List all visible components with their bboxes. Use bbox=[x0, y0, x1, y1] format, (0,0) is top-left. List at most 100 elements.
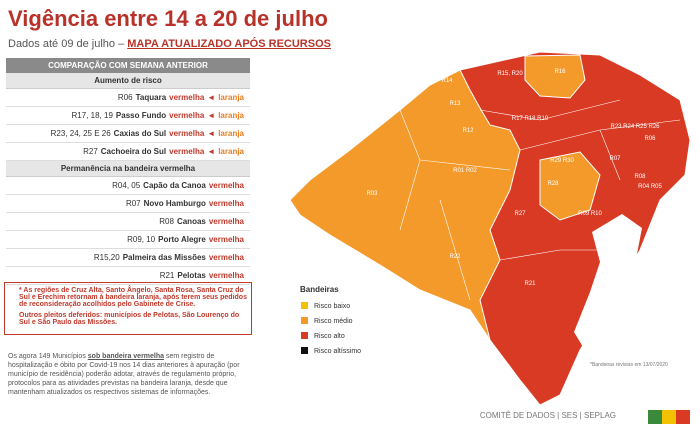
table-row: R07 Novo Hamburgo vermelha bbox=[6, 195, 250, 213]
update-link[interactable]: MAPA ATUALIZADO APÓS RECURSOS bbox=[127, 38, 331, 50]
legend-label: Risco baixo bbox=[314, 303, 350, 310]
paragraph: Os agora 149 Municípios sob bandeira ver… bbox=[8, 352, 253, 397]
cell: laranja bbox=[218, 147, 244, 156]
region-label: R29 R30 bbox=[550, 158, 574, 164]
cell: laranja bbox=[218, 129, 244, 138]
table-row: R17, 18, 19 Passo Fundo vermelha ◄ laranja bbox=[6, 107, 250, 125]
footer: COMITÊ DE DADOS | SES | SEPLAG bbox=[479, 411, 616, 420]
cell: vermelha bbox=[169, 147, 205, 156]
note-line: * As regiões de Cruz Alta, Santo Ângelo,… bbox=[19, 287, 247, 308]
cell: vermelha bbox=[208, 181, 244, 190]
text-underlined: sob bandeira vermelha bbox=[87, 353, 165, 360]
title: Vigência entre 14 a 20 de julho bbox=[8, 6, 328, 31]
region-label: R01 R02 bbox=[453, 168, 477, 174]
table-row: R04, 05 Capão da Canoa vermelha bbox=[6, 177, 250, 195]
region-label: R08 bbox=[634, 174, 646, 180]
section-title: Permanência na bandeira vermelha bbox=[6, 161, 250, 177]
cell: Canoas bbox=[176, 217, 206, 226]
cell: vermelha bbox=[208, 253, 244, 262]
cell: R23, 24, 25 E 26 bbox=[50, 129, 111, 138]
legend-label: Risco alto bbox=[314, 333, 345, 340]
region-label: R21 bbox=[524, 281, 536, 287]
cell: ◄ bbox=[207, 147, 216, 156]
cell: R17, 18, 19 bbox=[71, 111, 113, 120]
cell: Taquara bbox=[135, 93, 167, 102]
table-row: R06 Taquara vermelha ◄ laranja bbox=[6, 89, 250, 107]
cell: Passo Fundo bbox=[115, 111, 167, 120]
region-label: R14 bbox=[441, 78, 453, 84]
cell: R04, 05 bbox=[112, 181, 141, 190]
cell: Palmeira das Missões bbox=[122, 253, 206, 262]
cell: R27 bbox=[83, 147, 98, 156]
cell: R08 bbox=[159, 217, 174, 226]
legend-swatch bbox=[301, 332, 308, 339]
region-label: R27 bbox=[514, 211, 526, 217]
cell: R15,20 bbox=[93, 253, 120, 262]
cell: ◄ bbox=[207, 129, 216, 138]
region-label: R06 bbox=[644, 136, 656, 142]
cell: Pelotas bbox=[177, 271, 206, 280]
region-label: R17 R18 R19 bbox=[512, 116, 549, 122]
cell: Cachoeira do Sul bbox=[100, 147, 167, 156]
lagoon bbox=[574, 214, 642, 352]
legend-title: Bandeiras bbox=[300, 285, 339, 294]
text: sem registro de hospitalização e óbito p… bbox=[8, 353, 240, 397]
cell: vermelha bbox=[208, 199, 244, 208]
cell: Capão da Canoa bbox=[143, 181, 206, 190]
table-row: R27 Cachoeira do Sul vermelha ◄ laranja bbox=[6, 143, 250, 161]
region-label: R09 R10 bbox=[578, 211, 602, 217]
region-label: R12 bbox=[462, 128, 474, 134]
legend-swatch bbox=[301, 347, 308, 354]
cell: R06 bbox=[117, 93, 133, 102]
cell: R07 bbox=[125, 199, 141, 208]
subtitle: Dados até 09 de julho – MAPA ATUALIZADO … bbox=[8, 38, 331, 50]
cell: ◄ bbox=[207, 111, 216, 120]
region-orange bbox=[539, 151, 601, 221]
cell: vermelha bbox=[169, 111, 205, 120]
comparison-table: COMPARAÇÃO COM SEMANA ANTERIOR Aumento de… bbox=[6, 58, 250, 285]
cell: vermelha bbox=[169, 129, 205, 138]
cell: Caxias do Sul bbox=[113, 129, 167, 138]
region-label: R07 bbox=[609, 156, 621, 162]
cell: Porto Alegre bbox=[158, 235, 206, 244]
cell: vermelha bbox=[208, 271, 244, 280]
state-east-red bbox=[459, 51, 691, 406]
legend-swatch bbox=[301, 302, 308, 309]
cell: vermelha bbox=[208, 217, 244, 226]
region-orange bbox=[524, 54, 586, 99]
table-row: R09, 10 Porto Alegre vermelha bbox=[6, 231, 250, 249]
footnote: *Bandeiras revistas em 13/07/2020 bbox=[590, 362, 668, 368]
region-label: R13 bbox=[449, 101, 461, 107]
region-label: R15, R20 bbox=[497, 71, 523, 77]
region-borders bbox=[399, 99, 681, 301]
cell: R21 bbox=[159, 271, 175, 280]
map: Bandeiras Risco baixo Risco médio Risco alt… bbox=[289, 51, 691, 406]
legend-label: Risco médio bbox=[314, 318, 353, 325]
table-row: R23, 24, 25 E 26 Caxias do Sul vermelha ◄ la… bbox=[6, 125, 250, 143]
logo-block bbox=[648, 410, 662, 424]
cell: ◄ bbox=[207, 93, 216, 102]
logo-block bbox=[676, 410, 690, 424]
table-header: COMPARAÇÃO COM SEMANA ANTERIOR bbox=[6, 58, 250, 73]
table-row: R08 Canoas vermelha bbox=[6, 213, 250, 231]
legend-swatch bbox=[301, 317, 308, 324]
cell: vermelha bbox=[208, 235, 244, 244]
table-row: R21 Pelotas vermelha bbox=[6, 267, 250, 285]
note-box: * As regiões de Cruz Alta, Santo Ângelo,… bbox=[4, 282, 252, 335]
table-row: R15,20 Palmeira das Missões vermelha bbox=[6, 249, 250, 267]
subtitle-text: Dados até 09 de julho – bbox=[8, 38, 125, 50]
cell: R09, 10 bbox=[127, 235, 156, 244]
cell: laranja bbox=[218, 111, 244, 120]
region-label: R03 bbox=[366, 191, 378, 197]
legend-label: Risco altíssimo bbox=[314, 348, 361, 355]
note-line: Outros pleitos deferidos: municípios de … bbox=[19, 312, 240, 326]
logo-block bbox=[662, 410, 676, 424]
region-label: R22 bbox=[449, 254, 461, 260]
cell: Novo Hamburgo bbox=[143, 199, 206, 208]
region-label: R23 R24 R25 R26 bbox=[610, 124, 660, 130]
region-label: R28 bbox=[547, 181, 559, 187]
region-label: R16 bbox=[554, 69, 566, 75]
text: Os agora 149 Municípios bbox=[8, 353, 86, 360]
cell: vermelha bbox=[169, 93, 205, 102]
region-label: R04 R05 bbox=[638, 184, 662, 190]
